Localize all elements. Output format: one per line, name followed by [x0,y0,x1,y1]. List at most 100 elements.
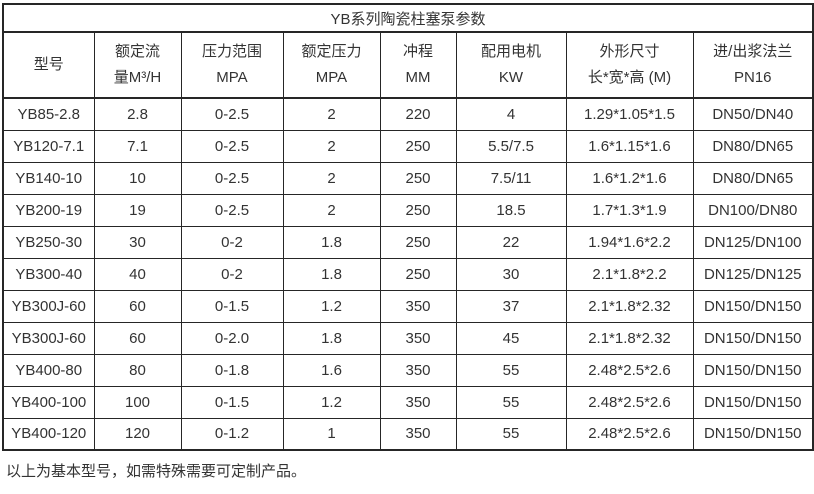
column-header-line2: PN16 [733,69,772,86]
table-cell: YB300J-60 [2,289,95,323]
table-cell: 1.29*1.05*1.5 [565,97,694,131]
table-cell: 0-2 [180,225,284,259]
column-header-line2: MM [405,69,431,86]
table-cell: 2.1*1.8*2.32 [565,289,694,323]
column-header-line1: 进/出浆法兰 [713,43,793,60]
table-cell: 1.6*1.15*1.6 [565,129,694,163]
column-header: 冲程 MM [379,31,457,99]
table-cell: 120 [93,417,182,451]
column-header: 进/出浆法兰 PN16 [692,31,814,99]
table-cell: 2.48*2.5*2.6 [565,385,694,419]
table-row: YB300J-60 60 0-1.5 1.2 350 37 2.1*1.8*2.32 DN15… [2,289,814,323]
table-cell: 0-1.5 [180,289,284,323]
table-cell: 2 [282,161,381,195]
table-title-row: YB系列陶瓷柱塞泵参数 [3,4,814,33]
table-cell: 0-2 [180,257,284,291]
column-header-line1: 型号 [33,56,64,73]
table-cell: DN80/DN65 [692,161,814,195]
table-cell: DN150/DN150 [692,417,814,451]
table-cell: 220 [379,97,457,131]
table-cell: 0-2.5 [180,129,284,163]
table-cell: YB400-100 [2,385,95,419]
table-row: YB140-10 10 0-2.5 2 250 7.5/11 1.6*1.2*1.6 DN80… [2,161,814,195]
table-cell: DN125/DN100 [692,225,814,259]
table-cell: YB200-19 [2,193,95,227]
column-header-line1: 额定压力 [301,43,362,60]
table-cell: 2.48*2.5*2.6 [565,417,694,451]
table-cell: YB300J-60 [2,321,95,355]
table-cell: DN150/DN150 [692,321,814,355]
table-cell: 1.8 [282,257,381,291]
table-cell: 55 [455,385,567,419]
table-cell: YB120-7.1 [2,129,95,163]
table-cell: 30 [455,257,567,291]
table-cell: 250 [379,129,457,163]
table-row: YB200-19 19 0-2.5 2 250 18.5 1.7*1.3*1.9 DN100/… [2,193,814,227]
table-cell: 0-2.0 [180,321,284,355]
table-cell: 30 [93,225,182,259]
table-cell: YB140-10 [2,161,95,195]
table-cell: YB400-120 [2,417,95,451]
table-cell: DN125/DN125 [692,257,814,291]
table-cell: 18.5 [455,193,567,227]
table-cell: 350 [379,321,457,355]
column-header-line2: MPA [216,69,248,86]
table-cell: 1.7*1.3*1.9 [565,193,694,227]
table-cell: 0-1.8 [180,353,284,387]
table-cell: 1.8 [282,225,381,259]
table-cell: 100 [93,385,182,419]
table-cell: DN50/DN40 [692,97,814,131]
table-cell: 22 [455,225,567,259]
table-cell: 250 [379,193,457,227]
table-cell: 250 [379,257,457,291]
column-header-line2: 量M³/H [113,69,162,86]
footer-note: 以上为基本型号，如需特殊需要可定制产品。 [6,463,307,480]
table-cell: 250 [379,161,457,195]
column-header-line2: KW [498,69,524,86]
table-cell: 350 [379,385,457,419]
table-cell: DN80/DN65 [692,129,814,163]
table-header-row: 型号 额定流 量M³/H 压力范围 MPA 额定压力 MPA 冲程 MM 配用电机 KW 外形尺寸 长*… [2,31,814,99]
table-row: YB400-80 80 0-1.8 1.6 350 55 2.48*2.5*2.6 DN150… [2,353,814,387]
table-cell: YB250-30 [2,225,95,259]
column-header: 型号 [2,31,95,99]
table-cell: 2.1*1.8*2.2 [565,257,694,291]
table-cell: 350 [379,289,457,323]
column-header: 外形尺寸 长*宽*高 (M) [565,31,694,99]
table-cell: 1.94*1.6*2.2 [565,225,694,259]
table-cell: 1.6 [282,353,381,387]
table-cell: YB300-40 [2,257,95,291]
table-cell: 1 [282,417,381,451]
table-row: YB400-120 120 0-1.2 1 350 55 2.48*2.5*2.6 DN150… [2,417,814,451]
table-cell: 250 [379,225,457,259]
table-cell: 60 [93,321,182,355]
table-cell: DN150/DN150 [692,289,814,323]
column-header-line2: MPA [315,69,348,86]
column-header-line1: 外形尺寸 [599,43,660,60]
table-cell: 2 [282,97,381,131]
column-header: 配用电机 KW [455,31,567,99]
table-cell: 60 [93,289,182,323]
table-cell: 0-2.5 [180,193,284,227]
table-cell: 0-2.5 [180,97,284,131]
table-cell: 0-2.5 [180,161,284,195]
table-cell: 10 [93,161,182,195]
table-cell: 350 [379,417,457,451]
table-row: YB250-30 30 0-2 1.8 250 22 1.94*1.6*2.2 DN125/D… [2,225,814,259]
column-header-line1: 额定流 [114,43,160,60]
table-cell: 2 [282,193,381,227]
table-cell: 5.5/7.5 [455,129,567,163]
table-cell: 0-1.2 [180,417,284,451]
table-cell: 4 [455,97,567,131]
table-cell: 7.1 [93,129,182,163]
table-row: YB400-100 100 0-1.5 1.2 350 55 2.48*2.5*2.6 DN1… [2,385,814,419]
table-cell: 80 [93,353,182,387]
table-title: YB系列陶瓷柱塞泵参数 [3,4,814,33]
table-row: YB300-40 40 0-2 1.8 250 30 2.1*1.8*2.2 DN125/DN… [2,257,814,291]
table-cell: DN100/DN80 [692,193,814,227]
table-cell: 350 [379,353,457,387]
table-cell: 0-1.5 [180,385,284,419]
column-header-line1: 冲程 [402,43,433,60]
table-row: YB300J-60 60 0-2.0 1.8 350 45 2.1*1.8*2.32 DN15… [2,321,814,355]
